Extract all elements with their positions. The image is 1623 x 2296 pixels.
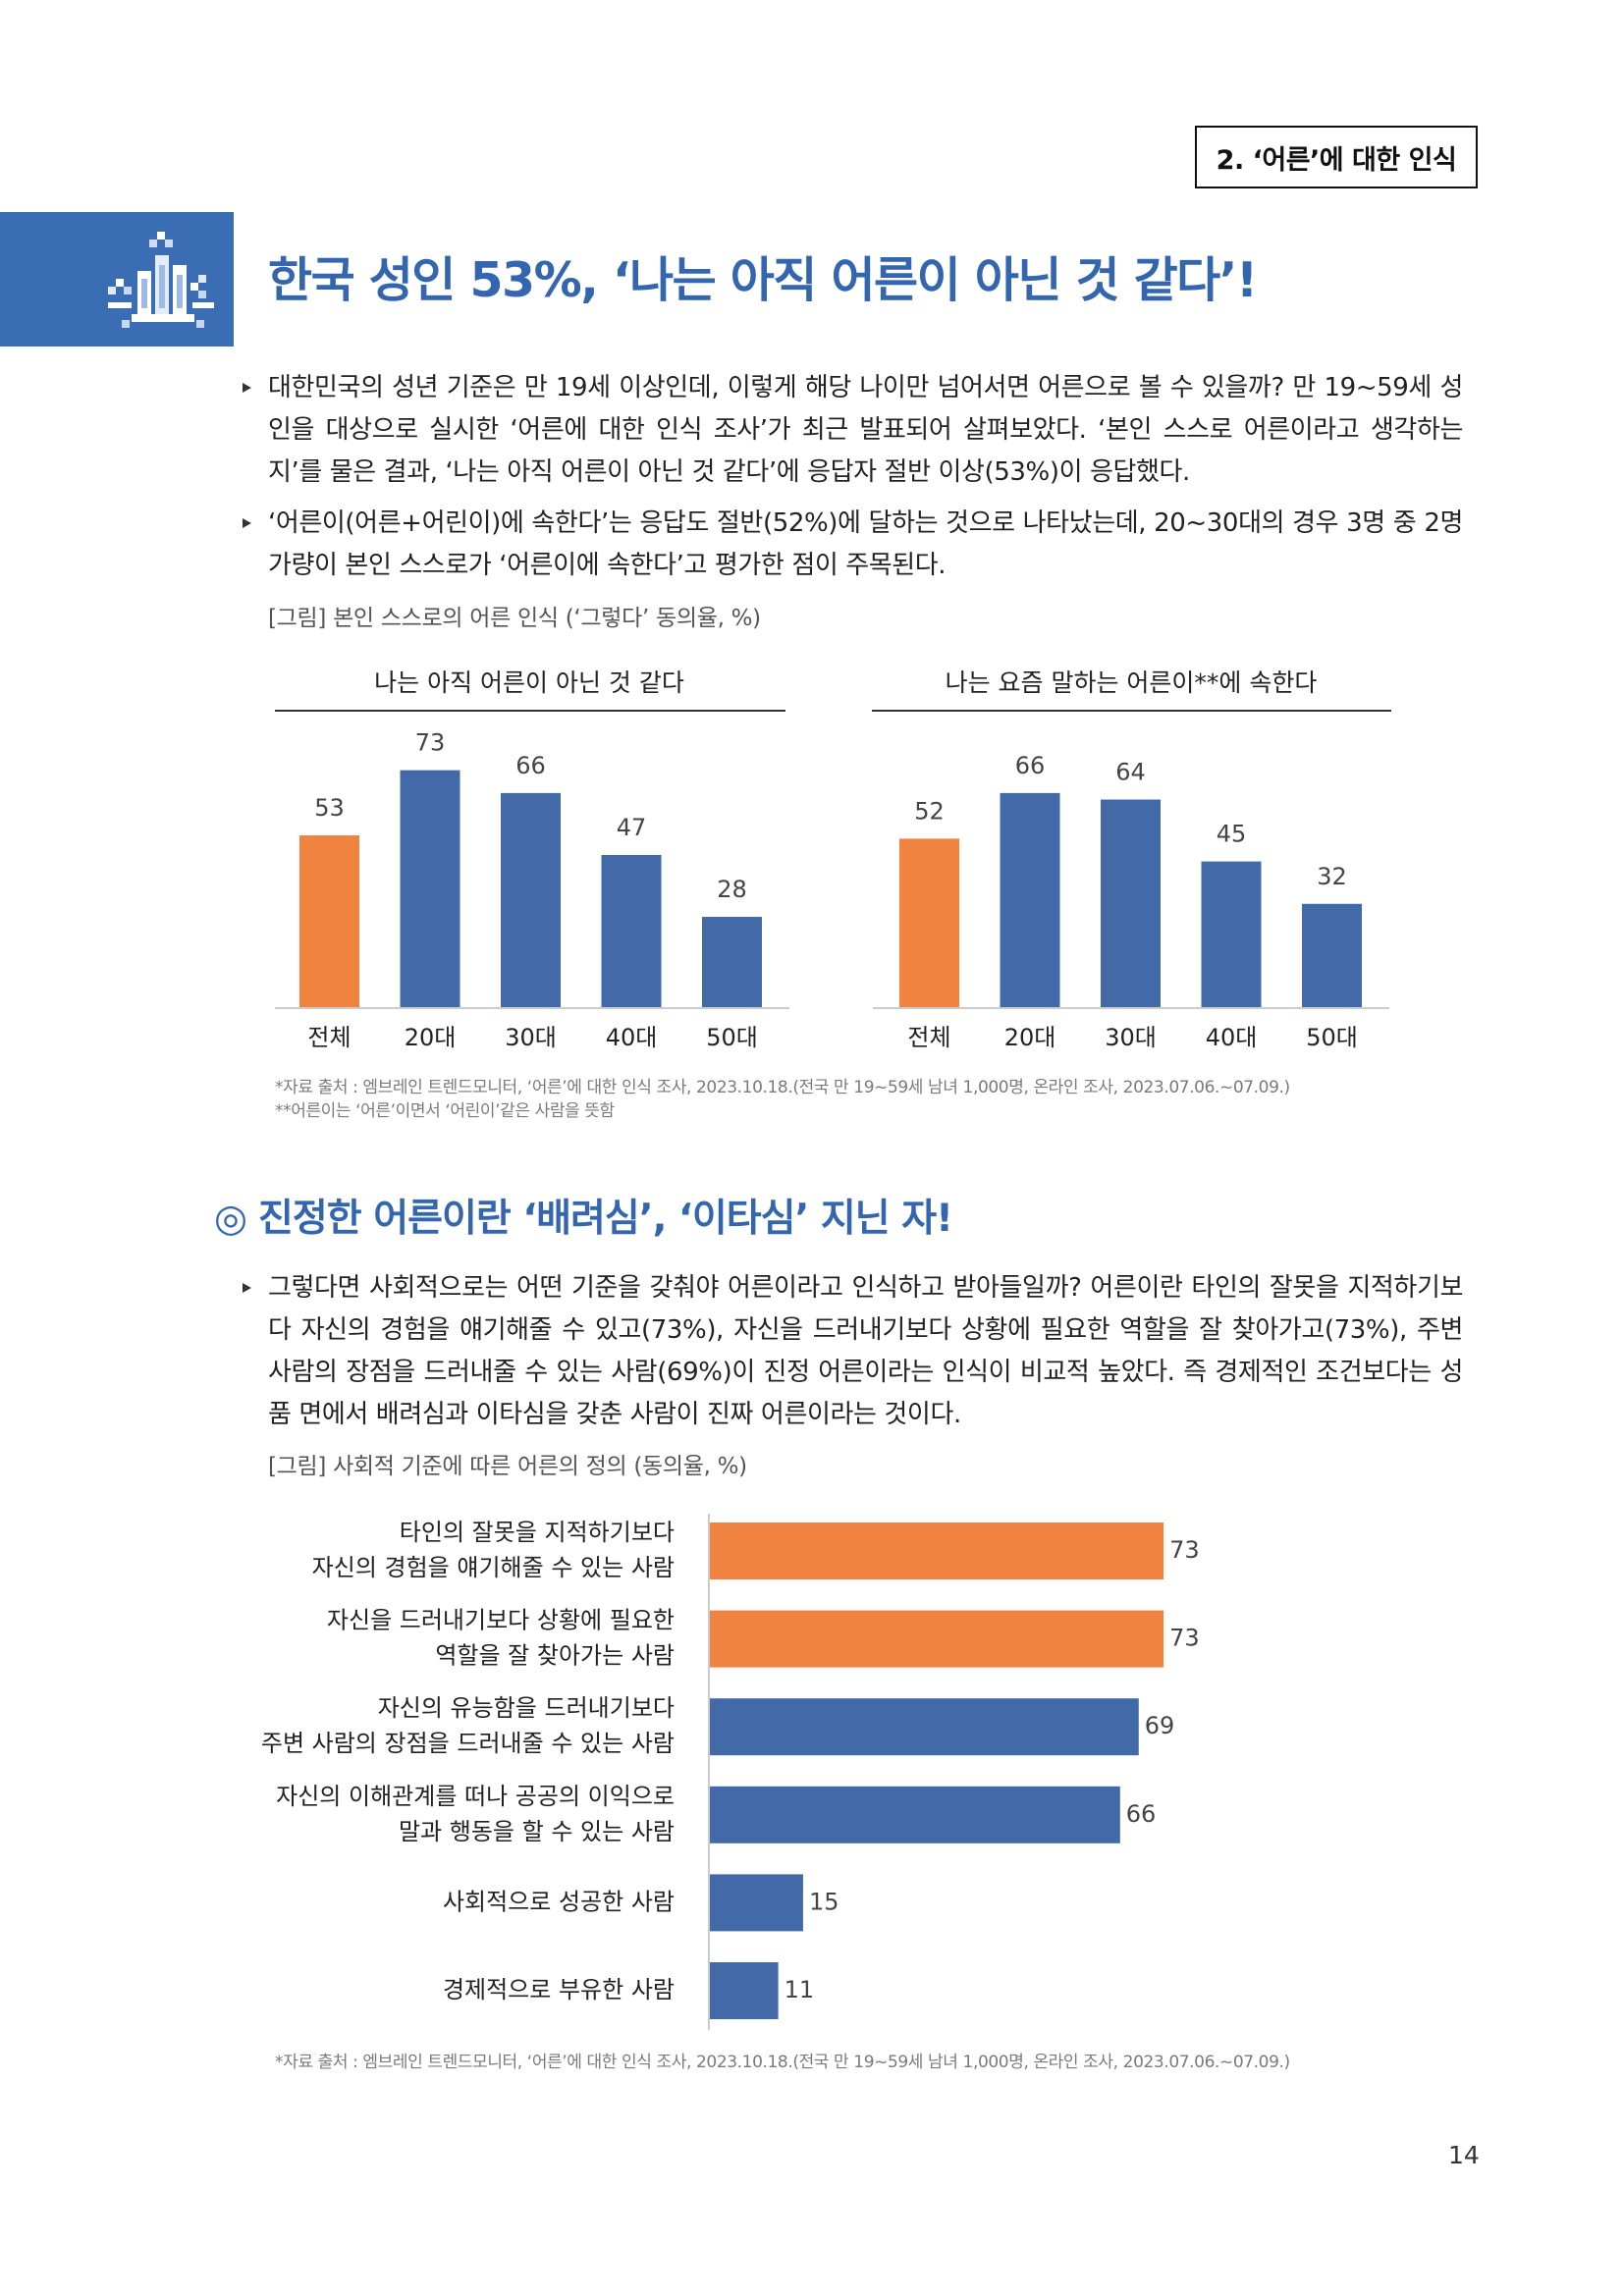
value-label: 47 [617, 814, 647, 841]
bar [400, 770, 460, 1008]
category-label: 20대 [405, 1024, 457, 1051]
paragraph-text: 대한민국의 성년 기준은 만 19세 이상인데, 이렇게 해당 나이만 넘어서면… [268, 373, 1463, 487]
value-label: 73 [415, 729, 446, 757]
category-label: 전체 [907, 1024, 950, 1051]
paragraph-bullet: 그렇다면 사회적으로는 어떤 기준을 갖춰야 어른이라고 인식하고 받아들일까?… [243, 1267, 1463, 1436]
category-label: 40대 [606, 1024, 658, 1051]
bar [710, 1962, 779, 2019]
bar [299, 835, 359, 1008]
paragraph-bullet: 대한민국의 성년 기준은 만 19세 이상인데, 이렇게 해당 나이만 넘어서면… [243, 367, 1463, 494]
category-label: 자신의 유능함을 드러내기보다 [378, 1694, 675, 1722]
bar [601, 854, 662, 1008]
chart-title: 나는 요즘 말하는 어른이**에 속한다 [946, 668, 1318, 697]
title-banner [0, 212, 234, 347]
chart-icon [108, 232, 214, 328]
triangle-bullet-icon [243, 383, 251, 393]
value-label: 15 [809, 1888, 839, 1915]
value-label: 69 [1145, 1712, 1175, 1739]
category-label: 20대 [1004, 1024, 1056, 1051]
footnote-source: *자료 출처 : 엠브레인 트렌드모니터, ‘어른’에 대한 인식 조사, 20… [275, 2053, 1290, 2072]
bar [1000, 792, 1060, 1008]
value-label: 66 [1015, 752, 1046, 779]
figure-caption: [그림] 본인 스스로의 어른 인식 (‘그렇다’ 동의율, %) [268, 606, 761, 631]
bar [710, 1522, 1164, 1579]
figure-caption: [그림] 사회적 기준에 따른 어른의 정의 (동의율, %) [268, 1454, 747, 1479]
paragraph-text: ‘어른이(어른+어린이)에 속한다’는 응답도 절반(52%)에 달하는 것으로… [268, 508, 1463, 580]
bar [710, 1874, 803, 1932]
bar [710, 1786, 1120, 1843]
value-label: 28 [717, 876, 747, 903]
category-label: 40대 [1206, 1024, 1258, 1051]
category-label: 주변 사람의 장점을 드러내줄 수 있는 사람 [261, 1730, 675, 1757]
category-label: 자신의 경험을 얘기해줄 수 있는 사람 [312, 1554, 675, 1581]
bar [1101, 799, 1161, 1008]
value-label: 66 [515, 752, 546, 779]
category-label: 사회적으로 성공한 사람 [443, 1888, 675, 1915]
footnote-source: *자료 출처 : 엠브레인 트렌드모니터, ‘어른’에 대한 인식 조사, 20… [275, 1078, 1290, 1097]
bar [1201, 861, 1262, 1008]
section-tag: 2. ‘어른’에 대한 인식 [1195, 126, 1478, 188]
chart-title: 나는 아직 어른이 아닌 것 같다 [374, 668, 684, 697]
double-circle-icon: ◎ [214, 1197, 247, 1241]
section-heading-text: 진정한 어른이란 ‘배려심’, ‘이타심’ 지닌 자! [258, 1197, 953, 1241]
category-label: 50대 [1306, 1024, 1358, 1051]
value-label: 53 [314, 794, 345, 822]
page-title: 한국 성인 53%, ‘나는 아직 어른이 아닌 것 같다’! [268, 252, 1258, 308]
footnote-note: **어른이는 ‘어른’이면서 ‘어린이’같은 사람을 뜻함 [275, 1101, 615, 1121]
paragraph-bullet: ‘어른이(어른+어린이)에 속한다’는 응답도 절반(52%)에 달하는 것으로… [243, 503, 1463, 587]
category-label: 말과 행동을 할 수 있는 사람 [399, 1818, 675, 1845]
triangle-bullet-icon [243, 518, 251, 528]
value-label: 66 [1126, 1800, 1157, 1828]
category-label: 역할을 잘 찾아가는 사람 [435, 1642, 675, 1670]
value-label: 32 [1317, 863, 1347, 890]
bar [710, 1610, 1164, 1668]
category-label: 전체 [307, 1024, 351, 1051]
value-label: 11 [784, 1976, 815, 2003]
bar [501, 792, 561, 1008]
page-number: 14 [1448, 2141, 1480, 2169]
value-label: 52 [914, 797, 945, 825]
value-label: 73 [1169, 1536, 1200, 1564]
bar [710, 1698, 1139, 1756]
value-label: 73 [1169, 1625, 1200, 1652]
category-label: 자신의 이해관계를 떠나 공공의 이익으로 [276, 1783, 675, 1810]
category-label: 50대 [706, 1024, 758, 1051]
category-label: 타인의 잘못을 지적하기보다 [400, 1519, 675, 1546]
category-label: 경제적으로 부유한 사람 [443, 1976, 675, 2003]
value-label: 64 [1115, 759, 1146, 786]
bar-chart-adult-child: 나는 요즘 말하는 어른이**에 속한다 52 전체 66 20대 64 30대 45 40대 3… [872, 668, 1391, 1051]
bar [702, 917, 762, 1008]
category-label: 30대 [505, 1024, 557, 1051]
section-heading: ◎ 진정한 어른이란 ‘배려심’, ‘이타심’ 지닌 자! [214, 1195, 953, 1244]
value-label: 45 [1217, 821, 1247, 848]
bar [1302, 903, 1362, 1008]
category-label: 30대 [1105, 1024, 1157, 1051]
bar [899, 838, 959, 1008]
bar-chart-not-adult: 나는 아직 어른이 아닌 것 같다 53 전체 73 20대 66 30대 47 40대 28 50… [275, 668, 789, 1051]
category-label: 자신을 드러내기보다 상황에 필요한 [327, 1607, 675, 1634]
paragraph-text: 그렇다면 사회적으로는 어떤 기준을 갖춰야 어른이라고 인식하고 받아들일까?… [268, 1273, 1463, 1429]
triangle-bullet-icon [243, 1283, 251, 1293]
